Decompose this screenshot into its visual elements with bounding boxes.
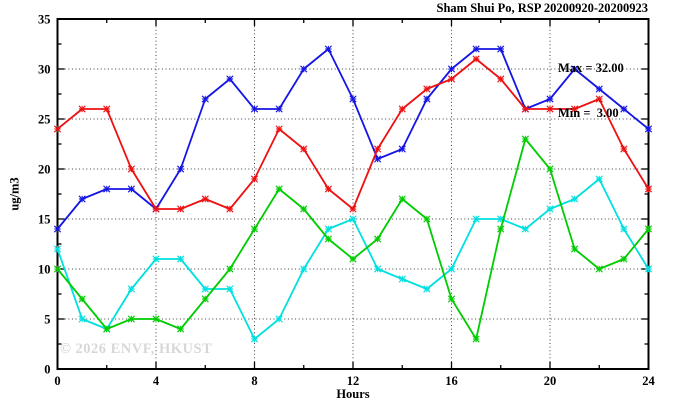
- svg-text:8: 8: [251, 374, 257, 388]
- svg-text:5: 5: [44, 313, 50, 327]
- svg-text:0: 0: [44, 363, 50, 377]
- watermark: © 2026 ENVF, HKUST: [60, 341, 213, 357]
- max-value-label: Max = 32.00: [558, 61, 624, 75]
- maxmin-annotation: Max = 32.00 Min = 3.00: [558, 31, 624, 151]
- svg-text:15: 15: [38, 213, 51, 227]
- min-value-label: Min = 3.00: [558, 106, 619, 120]
- svg-text:25: 25: [38, 113, 51, 127]
- svg-text:30: 30: [38, 63, 51, 77]
- svg-text:0: 0: [54, 374, 60, 388]
- svg-text:10: 10: [38, 263, 51, 277]
- svg-text:12: 12: [347, 374, 360, 388]
- svg-text:20: 20: [544, 374, 557, 388]
- svg-text:20: 20: [38, 163, 51, 177]
- y-axis-label: ug/m3: [7, 177, 22, 211]
- x-axis-label: Hours: [336, 387, 370, 401]
- svg-text:16: 16: [445, 374, 458, 388]
- svg-text:24: 24: [642, 374, 655, 388]
- chart-title: Sham Shui Po, RSP 20200920-20200923: [436, 1, 649, 15]
- svg-text:4: 4: [153, 374, 160, 388]
- svg-text:35: 35: [38, 13, 51, 27]
